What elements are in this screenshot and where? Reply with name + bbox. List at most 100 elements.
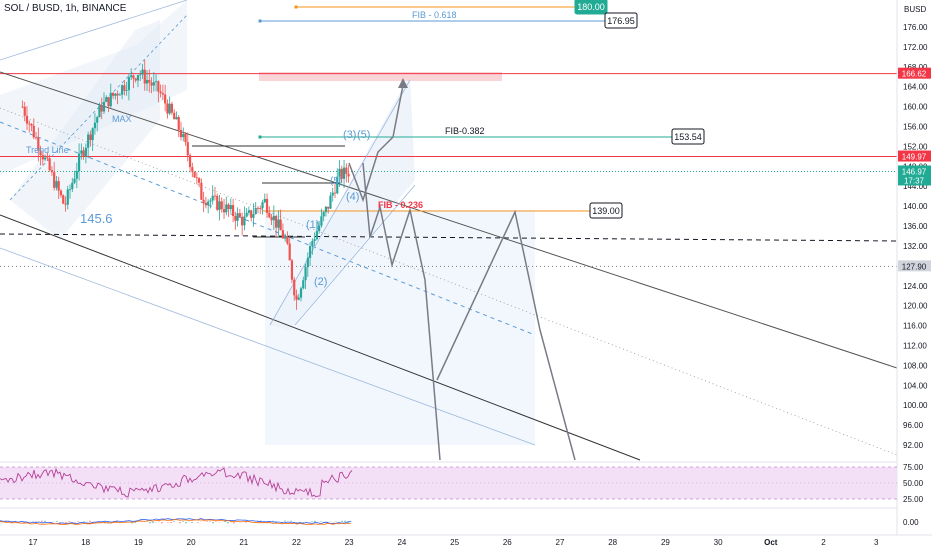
price-tick-19: 100.00 (903, 401, 928, 410)
candle-body-44 (121, 85, 124, 95)
candle-body-123 (299, 288, 303, 298)
candle-body-62 (161, 93, 164, 95)
candle-body-77 (195, 177, 198, 179)
candle-body-78 (198, 178, 201, 183)
price-tick-14: 120.00 (903, 302, 928, 311)
candle-body-142 (342, 167, 346, 179)
resistance-zone (259, 72, 502, 81)
price-tick-11: 132.00 (903, 242, 928, 251)
time-tick-12: 29 (661, 538, 670, 547)
candle-body-132 (320, 216, 323, 226)
price-tick-9: 140.00 (903, 202, 928, 211)
candle-body-85 (213, 195, 217, 197)
candle-body-46 (125, 90, 128, 91)
candle-body-0 (21, 106, 24, 108)
projection-down-path[interactable] (362, 162, 441, 461)
candle-body-74 (188, 155, 192, 168)
candle-body-99 (245, 212, 248, 217)
candle-body-11 (46, 157, 49, 159)
price-tick-21: 92.00 (903, 441, 924, 450)
price-tick-18: 104.00 (903, 381, 928, 390)
rsi-tick-1: 50.00 (903, 479, 924, 488)
time-tick-14: Oct (764, 538, 778, 547)
candle-body-75 (191, 167, 194, 172)
price-badge-0: 166.62 (902, 70, 927, 79)
candle-body-51 (136, 75, 140, 81)
time-tick-16: 3 (874, 538, 879, 547)
rsi-tick-2: 25.00 (903, 495, 924, 504)
candle-body-16 (57, 181, 60, 191)
time-tick-13: 30 (714, 538, 723, 547)
candle-body-128 (311, 241, 314, 247)
candle-body-17 (59, 190, 63, 196)
price-tick-0: 176.00 (903, 23, 928, 32)
candle-body-55 (145, 80, 149, 84)
candle-body-97 (241, 216, 244, 226)
candle-body-61 (159, 91, 162, 94)
candle-body-107 (263, 198, 266, 203)
candle-body-119 (290, 260, 294, 280)
candle-body-98 (243, 216, 246, 226)
candle-body-71 (182, 133, 185, 138)
fib-0382-label: FIB-0.382 (445, 126, 485, 136)
price-tick-2: 168.00 (903, 63, 928, 72)
candle-body-76 (193, 171, 196, 178)
candle-body-6 (34, 137, 38, 139)
candle-body-124 (302, 280, 305, 289)
candle-body-84 (211, 195, 214, 201)
candle-body-94 (234, 216, 237, 221)
candle-body-114 (279, 219, 282, 231)
price-badge-bg-3 (898, 260, 931, 272)
candle-body-127 (308, 246, 312, 258)
candle-body-68 (175, 117, 178, 120)
symbol-label: SOL / BUSD, 1h, BINANCE (4, 3, 127, 14)
candle-body-34 (98, 105, 101, 118)
candle-body-47 (127, 77, 131, 91)
candle-body-54 (143, 69, 146, 84)
target-153-label: 153.54 (674, 132, 702, 142)
candle-body-88 (220, 201, 223, 210)
candle-body-100 (247, 210, 251, 213)
candle-body-120 (293, 279, 296, 296)
price-badge-sub-2: 17:37 (904, 176, 925, 185)
candle-body-116 (284, 237, 287, 239)
price-tick-8: 144.00 (903, 182, 928, 191)
price-tick-20: 96.00 (903, 421, 924, 430)
candle-body-22 (71, 182, 74, 190)
dashed-support-line (0, 233, 898, 242)
candle-body-28 (84, 147, 87, 156)
candle-body-7 (37, 137, 40, 151)
candle-body-3 (28, 123, 31, 125)
candle-body-14 (53, 172, 56, 188)
candle-body-109 (268, 213, 271, 218)
candle-body-49 (132, 75, 135, 79)
candle-body-56 (148, 80, 151, 83)
projection-up-arrowhead (398, 78, 408, 88)
candle-body-21 (68, 189, 72, 190)
candle-body-131 (318, 225, 321, 232)
fib-anchor-2 (258, 135, 262, 139)
candle-body-80 (202, 199, 205, 203)
candle-body-108 (265, 198, 269, 214)
price-axis-bg (897, 0, 932, 550)
candle-body-53 (141, 69, 144, 75)
candle-body-118 (288, 243, 291, 261)
trend-line-label: Trend Line (26, 145, 69, 155)
macd-tick-0: 0.00 (903, 518, 919, 527)
projection-rebound-path[interactable] (436, 209, 576, 461)
candle-body-103 (254, 207, 257, 215)
price-tick-17: 108.00 (903, 361, 928, 370)
candle-body-60 (157, 81, 160, 92)
candle-body-129 (313, 239, 316, 242)
target-139-label: 139.00 (592, 206, 620, 216)
time-tick-1: 18 (81, 538, 90, 547)
candle-body-69 (177, 117, 180, 130)
candle-body-93 (231, 205, 235, 217)
candle-body-66 (170, 103, 174, 113)
candle-body-83 (209, 200, 212, 202)
projection-up-path[interactable] (348, 84, 404, 203)
candle-body-81 (204, 202, 208, 206)
time-tick-8: 25 (450, 538, 459, 547)
